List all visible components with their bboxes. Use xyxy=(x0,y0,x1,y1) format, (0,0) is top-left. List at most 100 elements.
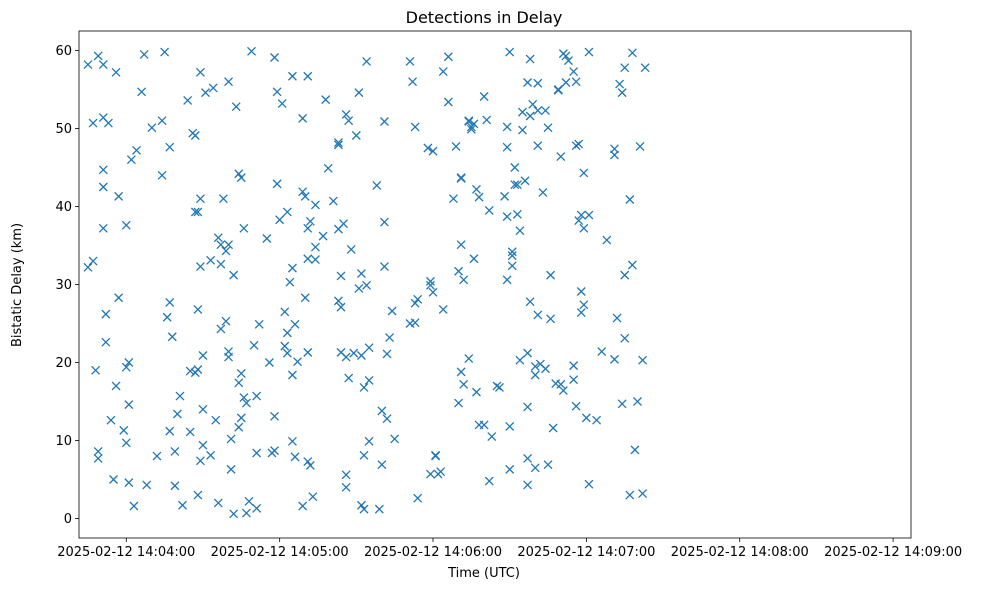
data-point xyxy=(561,51,571,61)
data-point xyxy=(385,333,395,342)
data-point xyxy=(495,383,504,392)
data-point xyxy=(249,340,259,350)
data-point xyxy=(121,362,131,372)
data-point xyxy=(431,451,441,461)
data-point xyxy=(290,319,300,329)
data-point xyxy=(344,116,354,126)
data-point xyxy=(523,78,533,87)
data-point xyxy=(305,216,315,226)
data-point xyxy=(270,53,279,62)
data-point xyxy=(193,207,203,217)
data-point xyxy=(356,269,366,279)
data-point xyxy=(318,231,328,241)
data-point xyxy=(505,422,515,431)
data-point xyxy=(206,255,216,265)
data-point xyxy=(505,464,515,474)
data-point xyxy=(252,391,262,401)
data-point xyxy=(569,361,579,371)
data-point xyxy=(456,367,466,377)
data-point xyxy=(282,207,292,217)
y-tick-label: 0 xyxy=(64,512,72,527)
data-point xyxy=(98,60,108,69)
data-point xyxy=(472,387,481,397)
data-point xyxy=(425,280,435,290)
data-point xyxy=(190,207,200,217)
data-point xyxy=(581,413,591,423)
data-point xyxy=(170,481,180,491)
data-point xyxy=(193,305,203,314)
data-point xyxy=(625,195,635,204)
data-point xyxy=(525,111,535,121)
data-point xyxy=(356,500,366,510)
x-tick-label: 2025-02-12 14:05:00 xyxy=(211,545,349,560)
data-point xyxy=(285,277,295,287)
data-point xyxy=(364,343,374,353)
y-tick-label: 20 xyxy=(55,356,72,371)
data-point xyxy=(438,67,448,77)
data-point xyxy=(576,287,586,296)
data-point xyxy=(382,414,392,424)
data-point xyxy=(160,47,170,57)
data-point xyxy=(617,88,627,98)
data-point xyxy=(109,475,118,484)
data-point xyxy=(425,276,435,286)
x-axis-ticks: 2025-02-12 14:04:00 2025-02-12 14:05:00 20… xyxy=(57,538,962,560)
data-point xyxy=(627,48,637,58)
data-point xyxy=(428,287,438,297)
data-point xyxy=(298,187,308,197)
data-point xyxy=(528,99,538,109)
data-point xyxy=(507,251,517,261)
data-point xyxy=(479,420,489,430)
data-point xyxy=(620,333,630,343)
data-point xyxy=(303,347,313,357)
data-point xyxy=(211,415,221,425)
data-point xyxy=(247,46,256,56)
data-point xyxy=(236,173,246,183)
data-point xyxy=(502,142,512,152)
data-point xyxy=(198,351,208,360)
data-point xyxy=(152,451,162,461)
data-point xyxy=(341,352,351,362)
data-point xyxy=(234,378,244,388)
data-point xyxy=(93,51,103,61)
data-point xyxy=(576,308,586,318)
data-point xyxy=(574,139,584,149)
data-point xyxy=(226,434,236,444)
data-point xyxy=(170,446,180,456)
x-tick-label: 2025-02-12 14:06:00 xyxy=(364,545,502,560)
data-point xyxy=(548,423,558,433)
data-point xyxy=(252,503,262,513)
data-point xyxy=(546,270,556,280)
data-point xyxy=(195,194,205,204)
data-point xyxy=(364,375,374,385)
data-point xyxy=(310,200,320,210)
x-tick-label: 2025-02-12 14:09:00 xyxy=(824,545,962,560)
data-point xyxy=(216,259,226,269)
data-point xyxy=(129,501,139,511)
data-point xyxy=(615,79,625,89)
data-point xyxy=(264,358,274,367)
data-point xyxy=(533,141,543,151)
data-point xyxy=(165,142,175,152)
data-point xyxy=(487,432,497,442)
data-point xyxy=(602,235,612,245)
data-point xyxy=(162,312,172,322)
data-point xyxy=(502,212,512,222)
data-point xyxy=(364,436,374,446)
data-point xyxy=(183,95,193,105)
data-point xyxy=(339,219,349,229)
data-point xyxy=(627,260,637,270)
data-point xyxy=(564,56,573,66)
data-point xyxy=(553,85,563,94)
data-point xyxy=(469,254,479,264)
data-point xyxy=(287,370,297,380)
data-point xyxy=(408,77,418,87)
data-point xyxy=(198,440,208,450)
data-point xyxy=(576,210,586,220)
data-point xyxy=(234,422,244,432)
data-point xyxy=(124,358,134,367)
data-point xyxy=(617,399,627,409)
data-point xyxy=(610,150,619,160)
data-point xyxy=(354,283,364,293)
